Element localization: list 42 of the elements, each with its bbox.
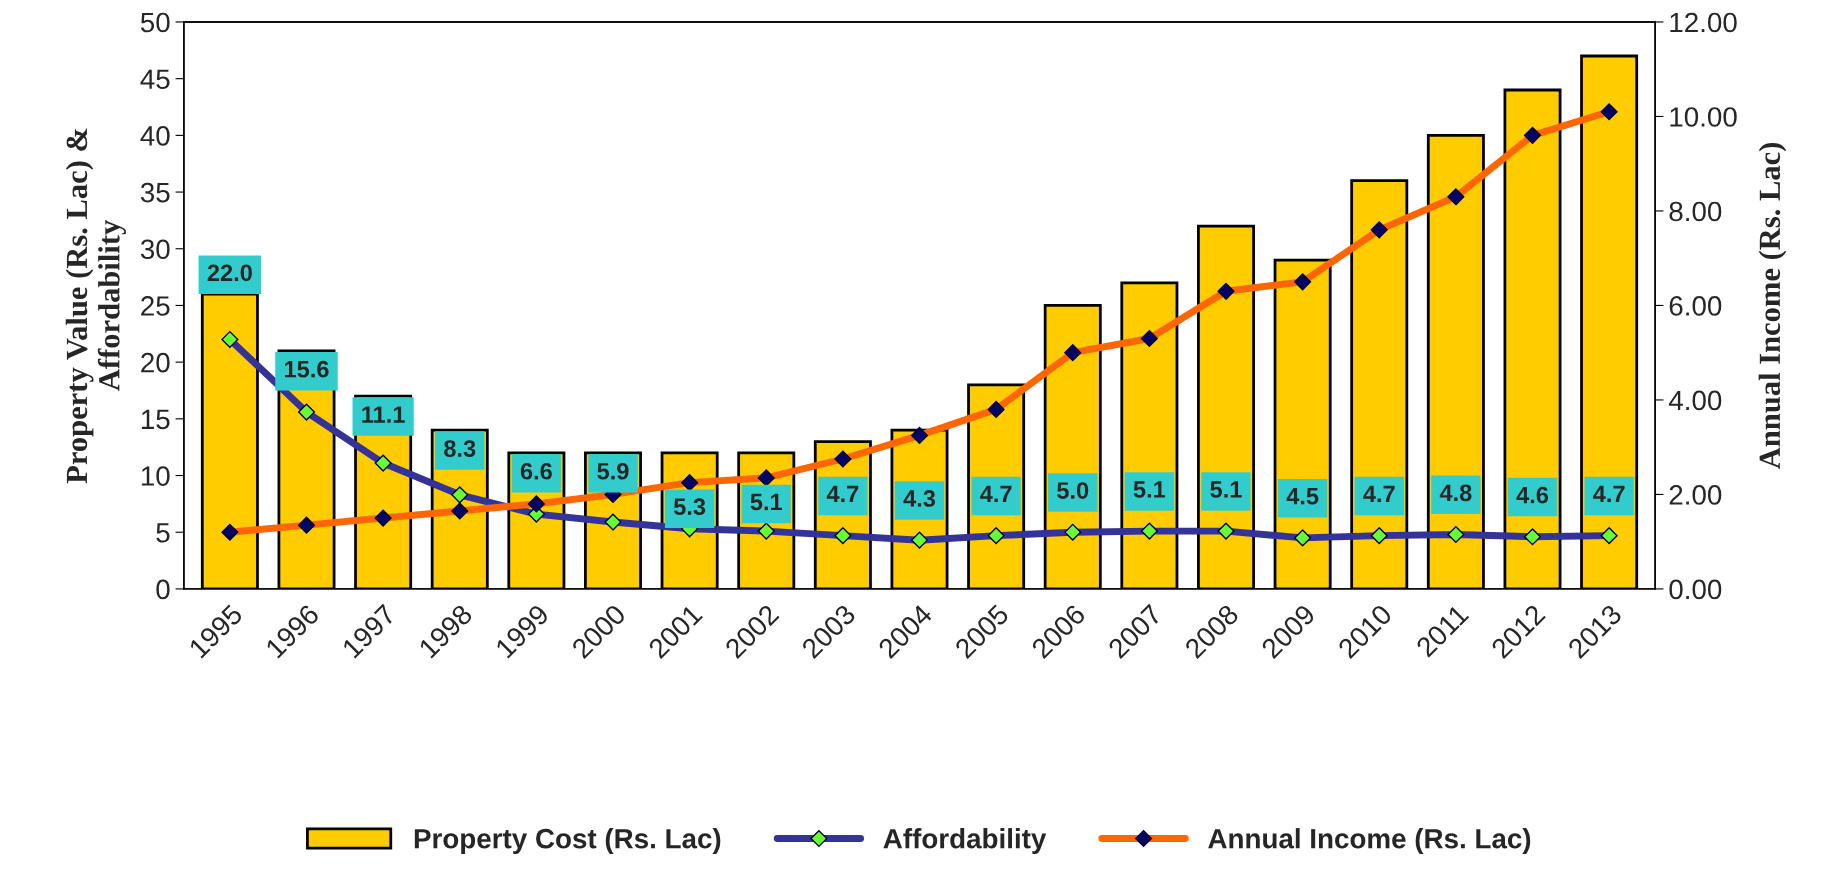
y-tick-label: 45 bbox=[140, 69, 170, 90]
data-label: 6.6 bbox=[520, 462, 552, 480]
data-label: 5.3 bbox=[673, 498, 706, 516]
data-label: 5.1 bbox=[1210, 481, 1242, 498]
data-label: 5.9 bbox=[597, 462, 629, 480]
legend-label: Property Cost (Rs. Lac) bbox=[414, 828, 721, 854]
data-label: 15.6 bbox=[285, 360, 329, 378]
data-label: 4.8 bbox=[1439, 484, 1472, 502]
y2-tick-label: 10.00 bbox=[1670, 107, 1737, 127]
legend-label: Affordability bbox=[883, 828, 1047, 854]
y-tick-label: 50 bbox=[140, 12, 170, 33]
data-label: 4.6 bbox=[1516, 486, 1549, 504]
data-label: 22.0 bbox=[207, 264, 252, 282]
y-tick-label: 25 bbox=[141, 296, 170, 316]
y2-tick-label: 12.00 bbox=[1670, 12, 1737, 33]
data-label: 4.7 bbox=[826, 485, 859, 503]
y-tick-label: 35 bbox=[140, 182, 170, 203]
data-label: 4.3 bbox=[903, 490, 936, 507]
y-tick-label: 5 bbox=[156, 523, 170, 543]
data-label: 5.0 bbox=[1057, 482, 1089, 499]
legend-label: Annual Income (Rs. Lac) bbox=[1208, 828, 1531, 854]
y2-tick-label: 8.00 bbox=[1669, 201, 1722, 222]
y-tick-label: 15 bbox=[141, 409, 170, 430]
data-label: 8.3 bbox=[444, 440, 476, 457]
data-label: 11.1 bbox=[362, 406, 405, 423]
y-tick-label: 0 bbox=[156, 579, 170, 600]
y2-tick-label: 6.00 bbox=[1669, 296, 1722, 316]
y-axis-title: Property Value (Rs. Lac) & Affordability bbox=[65, 128, 126, 484]
y-tick-label: 40 bbox=[140, 126, 170, 146]
y2-tick-label: 4.00 bbox=[1668, 390, 1722, 411]
data-label: 5.1 bbox=[750, 493, 782, 511]
data-label: 4.5 bbox=[1286, 488, 1319, 505]
y2-tick-label: 0.00 bbox=[1669, 579, 1722, 600]
y-tick-label: 20 bbox=[141, 352, 170, 373]
y-tick-label: 30 bbox=[140, 239, 170, 260]
data-label: 4.7 bbox=[1363, 485, 1395, 503]
y-tick-label: 10 bbox=[141, 466, 170, 486]
data-label: 4.7 bbox=[980, 485, 1012, 503]
y2-axis-title: Annual Income (Rs. Lac) bbox=[1758, 142, 1787, 469]
data-label: 5.1 bbox=[1133, 481, 1166, 498]
data-label: 4.7 bbox=[1593, 485, 1625, 503]
y2-tick-label: 2.00 bbox=[1669, 485, 1722, 505]
